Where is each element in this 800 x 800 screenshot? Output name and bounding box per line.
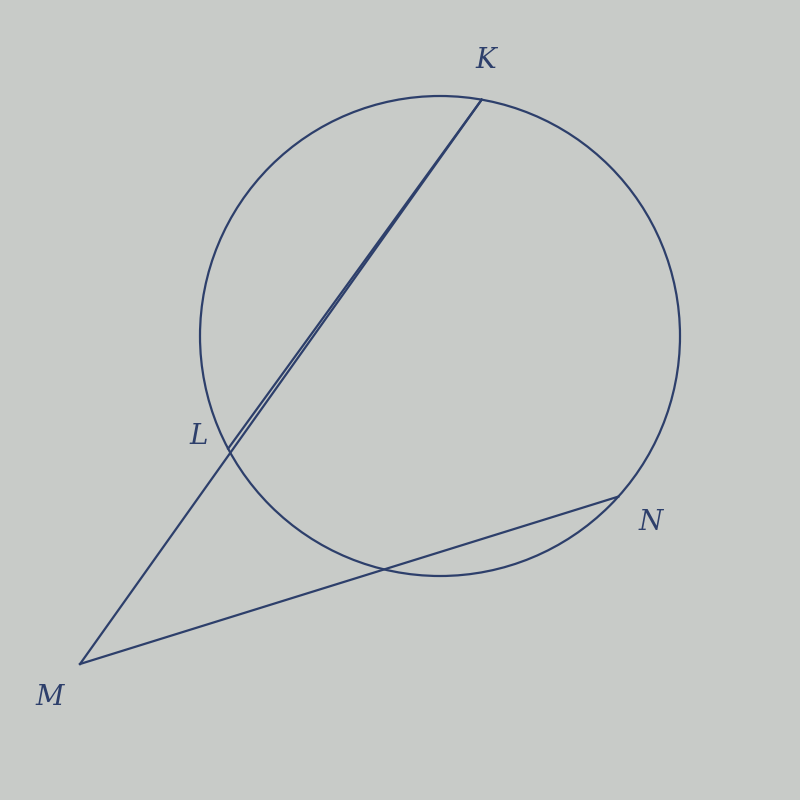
- Text: L: L: [190, 423, 208, 450]
- Text: N: N: [638, 509, 662, 535]
- Text: K: K: [475, 47, 496, 74]
- Text: M: M: [36, 684, 64, 711]
